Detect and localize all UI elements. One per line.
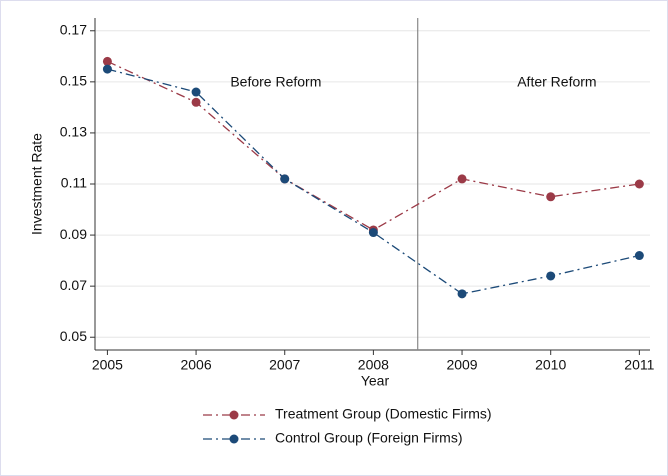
marker <box>457 289 467 299</box>
y-tick-label: 0.13 <box>60 124 87 140</box>
x-axis-label: Year <box>361 373 390 389</box>
y-tick-label: 0.05 <box>60 328 87 344</box>
x-tick-label: 2011 <box>624 357 654 373</box>
marker <box>457 174 467 184</box>
marker <box>368 228 378 238</box>
legend-label: Control Group (Foreign Firms) <box>275 430 463 446</box>
x-tick-label: 2005 <box>92 357 123 373</box>
legend-label: Treatment Group (Domestic Firms) <box>275 406 492 422</box>
legend-marker <box>229 410 239 420</box>
annotation: After Reform <box>517 73 596 89</box>
marker <box>102 56 112 66</box>
marker <box>280 174 290 184</box>
y-tick-label: 0.09 <box>60 226 87 242</box>
x-tick-label: 2010 <box>535 357 566 373</box>
marker <box>191 87 201 97</box>
y-tick-label: 0.17 <box>60 21 87 37</box>
marker <box>191 97 201 107</box>
x-tick-label: 2006 <box>180 357 211 373</box>
legend-marker <box>229 434 239 444</box>
marker <box>546 192 556 202</box>
marker <box>634 179 644 189</box>
y-tick-label: 0.07 <box>60 277 87 293</box>
annotation: Before Reform <box>230 73 321 89</box>
marker <box>102 64 112 74</box>
y-tick-label: 0.15 <box>60 73 87 89</box>
marker <box>634 251 644 261</box>
marker <box>546 271 556 281</box>
x-tick-label: 2008 <box>358 357 389 373</box>
y-axis-label: Investment Rate <box>29 133 45 235</box>
x-tick-label: 2007 <box>269 357 300 373</box>
x-tick-label: 2009 <box>446 357 477 373</box>
y-tick-label: 0.11 <box>61 175 87 191</box>
